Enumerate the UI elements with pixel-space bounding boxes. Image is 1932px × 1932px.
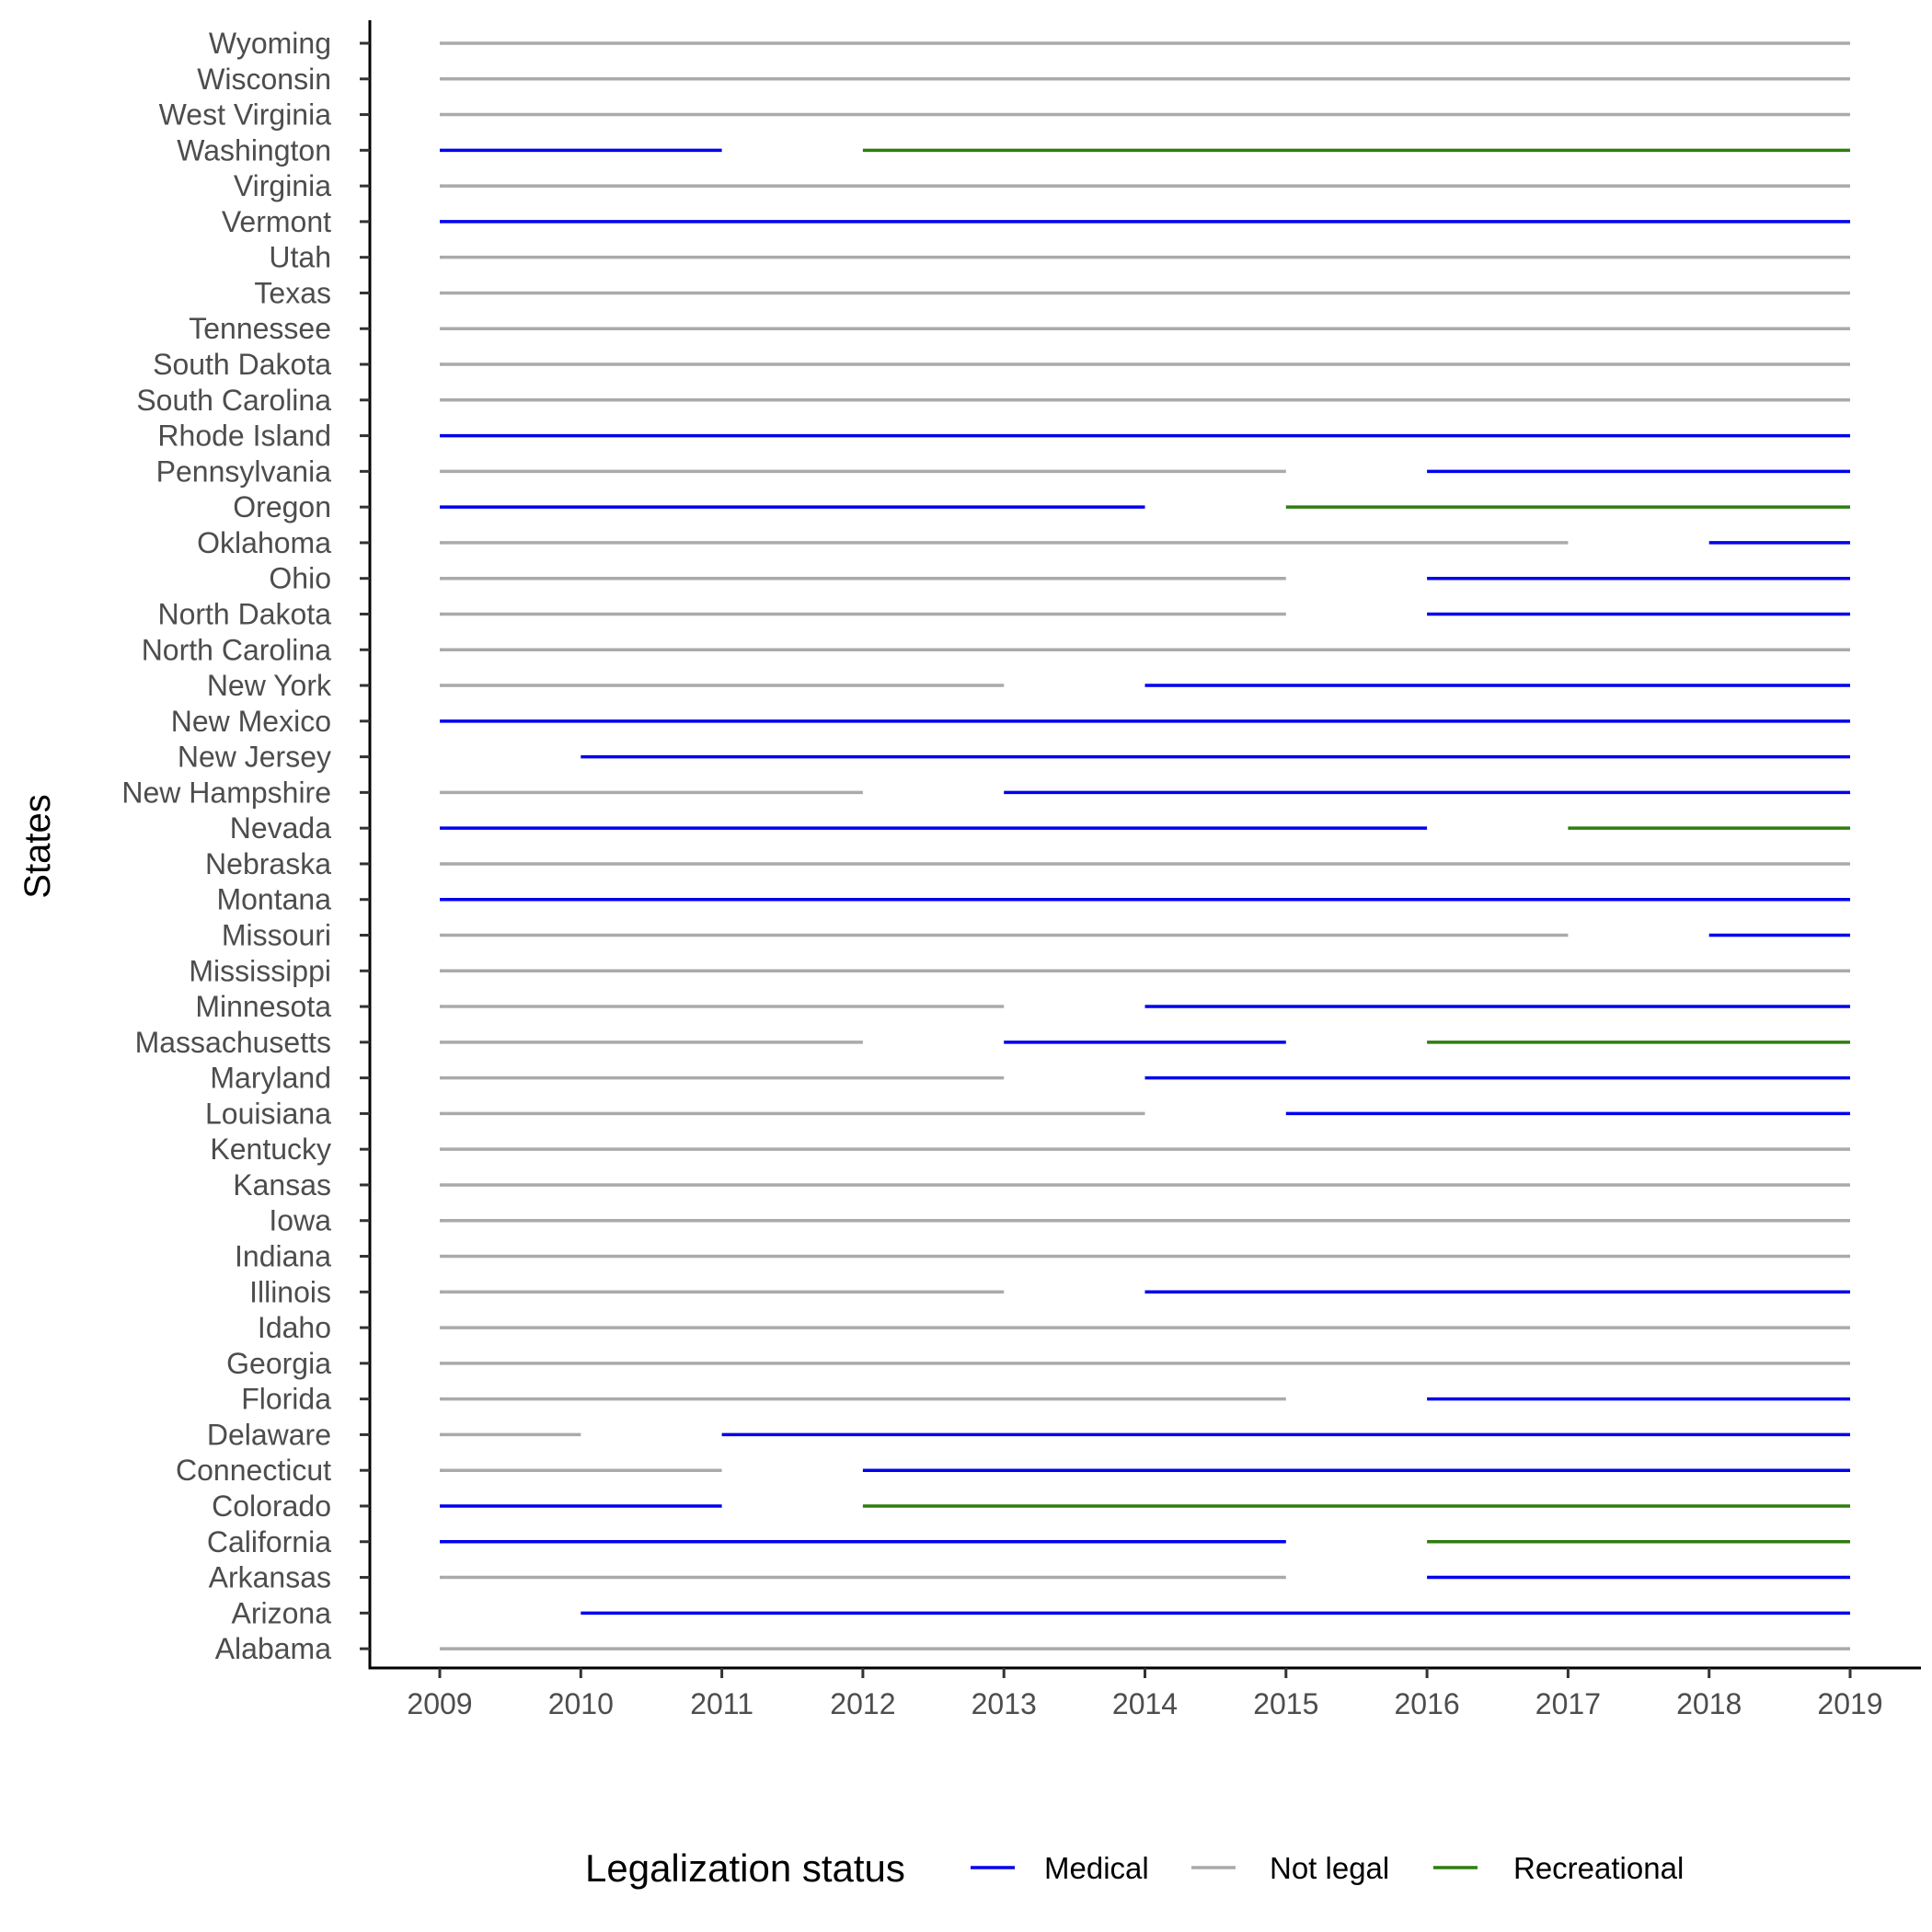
- y-tick-label-north-carolina: North Carolina: [142, 633, 332, 666]
- y-tick-label-alabama: Alabama: [215, 1632, 332, 1665]
- y-tick-label-louisiana: Louisiana: [205, 1097, 331, 1130]
- y-tick-label-new-mexico: New Mexico: [171, 705, 331, 738]
- legend-label-recreational: Recreational: [1513, 1851, 1684, 1885]
- y-tick-label-north-dakota: North Dakota: [157, 597, 331, 630]
- y-tick-label-mississippi: Mississippi: [189, 954, 331, 987]
- x-tick-label-2015: 2015: [1253, 1687, 1318, 1720]
- y-tick-label-colorado: Colorado: [212, 1489, 331, 1523]
- y-tick-label-arizona: Arizona: [232, 1596, 332, 1629]
- legend: Legalization status Medical Not legal Recr…: [585, 1846, 1684, 1890]
- y-tick-label-rhode-island: Rhode Island: [157, 420, 331, 453]
- x-tick-label-2009: 2009: [407, 1687, 472, 1720]
- y-tick-label-california: California: [207, 1525, 331, 1558]
- y-tick-label-arkansas: Arkansas: [209, 1561, 331, 1594]
- x-tick-label-2017: 2017: [1535, 1687, 1601, 1720]
- legend-title: Legalization status: [585, 1846, 905, 1890]
- y-tick-label-wyoming: Wyoming: [209, 27, 331, 60]
- status-segments: [440, 41, 1850, 1650]
- y-tick-label-florida: Florida: [241, 1383, 331, 1416]
- y-tick-label-vermont: Vermont: [222, 205, 331, 238]
- x-tick-label-2010: 2010: [548, 1687, 614, 1720]
- y-tick-label-kentucky: Kentucky: [210, 1133, 331, 1166]
- x-tick-label-2012: 2012: [830, 1687, 895, 1720]
- y-tick-label-minnesota: Minnesota: [195, 990, 331, 1023]
- y-tick-label-virginia: Virginia: [234, 169, 331, 202]
- y-tick-label-pennsylvania: Pennsylvania: [156, 454, 332, 488]
- y-tick-label-south-dakota: South Dakota: [153, 348, 331, 381]
- x-tick-label-2013: 2013: [972, 1687, 1037, 1720]
- y-tick-label-new-hampshire: New Hampshire: [121, 776, 331, 809]
- y-tick-label-illinois: Illinois: [249, 1275, 331, 1308]
- legend-label-not-legal: Not legal: [1270, 1851, 1389, 1885]
- x-tick-label-2014: 2014: [1112, 1687, 1178, 1720]
- y-tick-label-maryland: Maryland: [210, 1062, 331, 1095]
- y-tick-label-georgia: Georgia: [226, 1347, 331, 1380]
- y-tick-label-west-virginia: West Virginia: [159, 98, 332, 132]
- y-tick-label-montana: Montana: [216, 883, 331, 916]
- x-tick-label-2019: 2019: [1817, 1687, 1882, 1720]
- y-tick-label-iowa: Iowa: [269, 1204, 331, 1237]
- y-tick-label-ohio: Ohio: [269, 562, 331, 595]
- y-tick-label-nebraska: Nebraska: [205, 847, 331, 880]
- y-tick-label-missouri: Missouri: [222, 919, 331, 952]
- y-tick-label-south-carolina: South Carolina: [136, 384, 331, 417]
- y-tick-label-new-jersey: New Jersey: [178, 741, 331, 774]
- y-tick-label-massachusetts: Massachusetts: [135, 1026, 331, 1059]
- y-axis: AlabamaArizonaArkansasCaliforniaColorado…: [121, 20, 372, 1669]
- y-tick-label-oklahoma: Oklahoma: [197, 526, 331, 559]
- y-tick-label-utah: Utah: [269, 241, 331, 274]
- x-tick-label-2018: 2018: [1676, 1687, 1742, 1720]
- legend-label-medical: Medical: [1044, 1851, 1149, 1885]
- x-axis: 2009 2010 2011 2012 2013 2014 2015 2016 2017 2018…: [368, 1666, 1921, 1720]
- y-tick-label-texas: Texas: [254, 276, 331, 309]
- y-tick-label-nevada: Nevada: [230, 811, 332, 845]
- y-tick-label-idaho: Idaho: [258, 1311, 331, 1344]
- y-tick-label-connecticut: Connecticut: [176, 1454, 331, 1487]
- y-tick-label-oregon: Oregon: [233, 490, 331, 523]
- x-tick-label-2011: 2011: [690, 1687, 753, 1720]
- y-axis-title: States: [17, 794, 58, 898]
- y-tick-label-new-york: New York: [207, 669, 332, 702]
- y-tick-label-washington: Washington: [177, 133, 331, 167]
- y-tick-label-indiana: Indiana: [235, 1240, 331, 1273]
- y-tick-label-wisconsin: Wisconsin: [197, 63, 331, 96]
- y-tick-label-delaware: Delaware: [207, 1418, 331, 1451]
- y-tick-label-tennessee: Tennessee: [189, 312, 331, 345]
- x-tick-label-2016: 2016: [1395, 1687, 1460, 1720]
- y-tick-label-kansas: Kansas: [233, 1168, 331, 1202]
